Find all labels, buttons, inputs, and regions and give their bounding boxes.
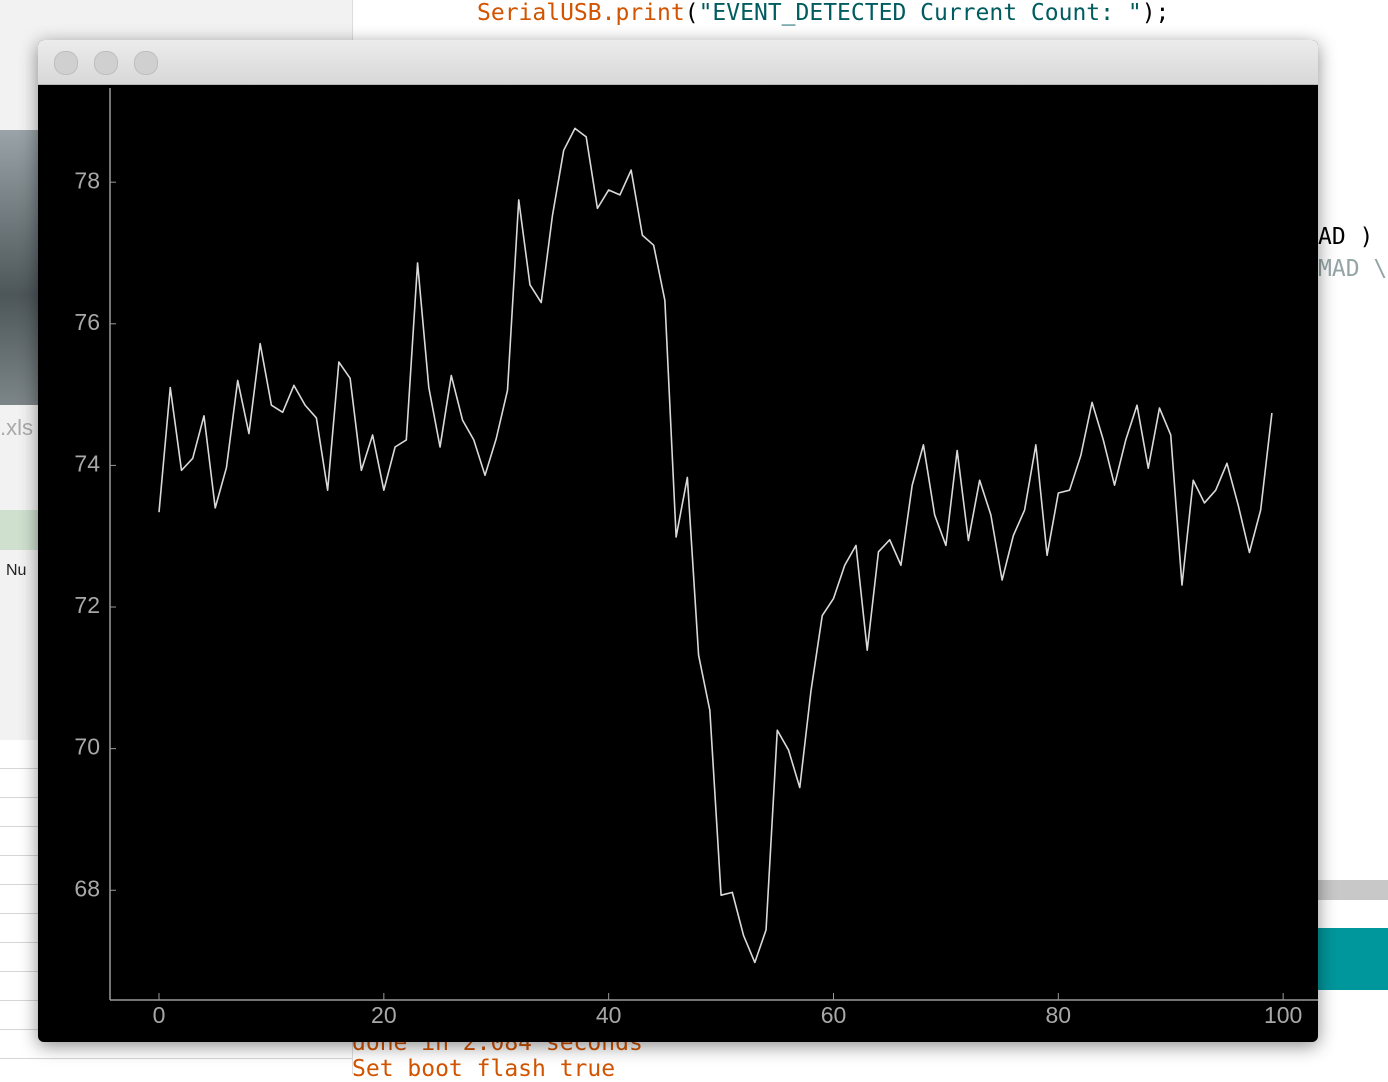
file-label: .xls [0, 415, 33, 440]
zoom-button[interactable] [134, 51, 158, 75]
column-label: Nu [6, 562, 27, 579]
y-tick-label: 68 [74, 875, 100, 901]
x-tick-label: 20 [371, 1002, 397, 1028]
chart: 68 70 72 74 76 78 0 20 40 60 80 100 [74, 88, 1318, 1028]
x-tick-label: 100 [1264, 1002, 1302, 1028]
minimize-button[interactable] [94, 51, 118, 75]
x-tick-label: 80 [1046, 1002, 1072, 1028]
title-bar [38, 40, 1318, 85]
data-line [158, 127, 1273, 964]
y-tick-label: 70 [74, 734, 100, 760]
console-line: Set boot flash true [352, 1056, 616, 1082]
code-token: ( [684, 0, 699, 26]
status-bar [1318, 880, 1388, 900]
y-tick-label: 74 [74, 450, 100, 476]
code-fragment: AD ) [1318, 224, 1374, 250]
toolbar [1318, 928, 1388, 990]
code-line: SerialUSB.print("EVENT_DETECTED Current … [477, 0, 1169, 26]
code-token: ); [1141, 0, 1170, 26]
ribbon [0, 510, 40, 550]
code-fragment: MAD \ [1318, 256, 1388, 282]
y-tick-label: 72 [74, 592, 100, 618]
code-token: SerialUSB.print [477, 0, 685, 26]
plot-window: 68 70 72 74 76 78 0 20 40 60 80 100 [38, 40, 1318, 1042]
x-tick-label: 0 [153, 1002, 166, 1028]
photo [0, 130, 40, 405]
x-tick-label: 60 [821, 1002, 847, 1028]
y-tick-label: 76 [74, 309, 100, 335]
x-tick-label: 40 [596, 1002, 622, 1028]
close-button[interactable] [54, 51, 78, 75]
y-tick-label: 78 [74, 167, 100, 193]
code-token: "EVENT_DETECTED Current Count: " [698, 0, 1142, 26]
